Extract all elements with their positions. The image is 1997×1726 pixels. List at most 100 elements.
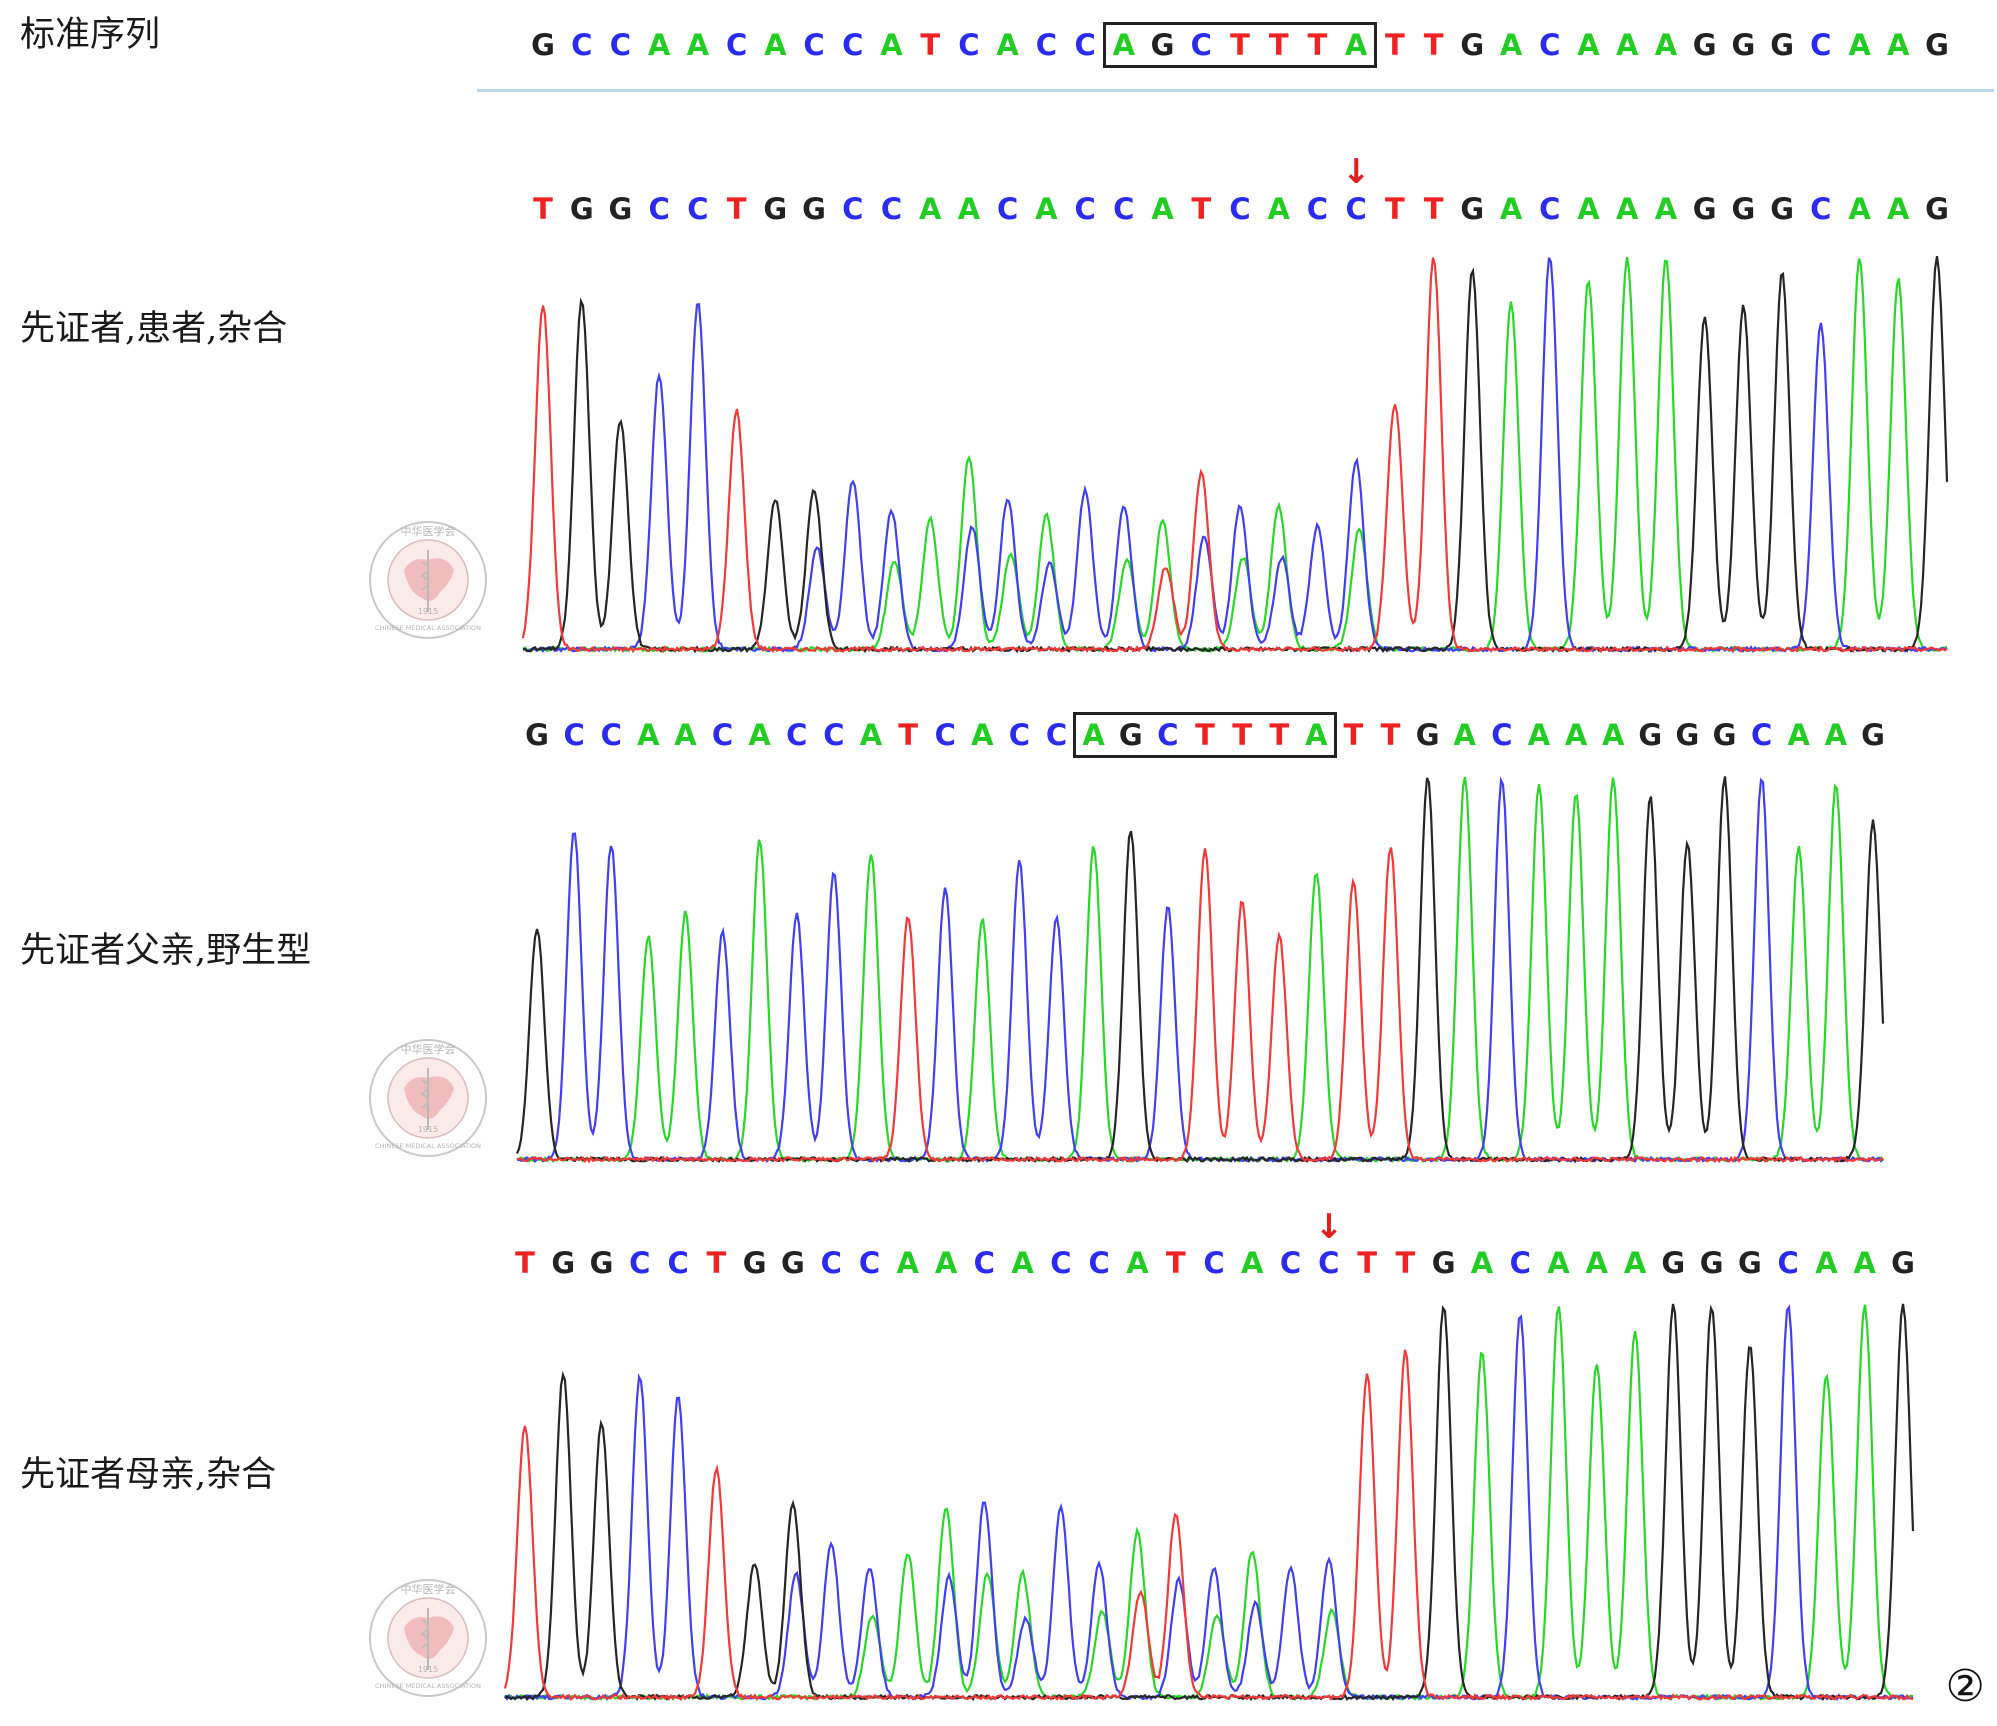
base-call: A [1848,28,1871,62]
base-call: A [1824,718,1848,752]
base-call: G [1699,1246,1724,1280]
base-call: A [1112,28,1136,62]
base-call: A [1848,192,1871,226]
base-call: G [1638,718,1663,752]
svg-text:中华医学会: 中华医学会 [401,1582,456,1596]
base-call: C [1190,28,1212,62]
base-call: G [551,1246,576,1280]
base-call: C [1279,1246,1302,1280]
base-call: A [1344,28,1368,62]
base-call: G [1770,28,1795,62]
base-call: A [1887,192,1910,226]
base-call: C [629,1246,651,1280]
base-call: A [896,1246,919,1280]
base-call: C [1074,192,1096,226]
trace-line-T [521,257,1948,654]
base-call: T [1423,192,1444,226]
base-call: A [1011,1246,1034,1280]
base-call: A [1654,28,1678,62]
base-call: T [1232,718,1253,752]
base-call: G [1460,192,1485,226]
base-call: C [1203,1246,1225,1280]
base-call: C [803,28,825,62]
base-call: A [1615,28,1639,62]
base-call: A [934,1246,958,1280]
base-call: C [648,192,670,226]
base-call: G [1737,1246,1762,1280]
trace-line-T [503,1349,1914,1702]
base-call: T [1384,28,1405,62]
base-call: T [1269,718,1290,752]
father-chromatogram [515,776,1885,1164]
base-call: A [1585,1246,1608,1280]
mother-label: 先证者母亲,杂合 [20,1455,277,1495]
base-call: A [880,28,903,62]
base-call: C [997,192,1019,226]
base-call: A [996,28,1019,62]
base-call: C [1491,718,1513,752]
base-call: A [1815,1246,1838,1280]
base-call: G [1770,192,1795,226]
base-call: C [842,192,864,226]
mutation-arrow-mother: ↓ [1314,1207,1344,1247]
base-call: C [667,1246,689,1280]
base-call: C [609,28,632,62]
base-call: A [1853,1246,1876,1280]
base-call: G [608,192,633,226]
trace-line-G [504,1303,1915,1702]
base-call: C [823,718,845,752]
base-call: G [531,28,555,62]
base-call: T [898,718,919,752]
base-call: C [1045,718,1068,752]
base-call: G [525,718,549,752]
base-call: A [748,718,771,752]
base-call: G [1925,192,1949,226]
base-call: C [1157,718,1179,752]
base-call: G [1925,28,1949,62]
base-call: G [1661,1246,1686,1280]
base-call: T [1395,1246,1416,1280]
proband-chromatogram [521,256,1949,654]
base-call: G [802,192,826,226]
base-call: A [1623,1246,1647,1280]
base-call: C [842,28,864,62]
base-call: A [686,28,710,62]
base-call: C [711,718,734,752]
base-call: C [820,1246,842,1280]
base-call: A [1035,192,1058,226]
svg-text:CHINESE MEDICAL ASSOCIATION: CHINESE MEDICAL ASSOCIATION [375,1682,481,1690]
base-call: C [973,1246,995,1280]
base-call: A [1267,192,1290,226]
base-call: G [1692,192,1717,226]
base-call: C [1539,28,1561,62]
base-call: G [1891,1246,1915,1280]
base-call: C [1751,718,1773,752]
base-call: T [1380,718,1401,752]
base-call: G [1692,28,1717,62]
base-call: C [1810,28,1832,62]
deletion-box [1102,22,1378,68]
cma-seal-icon: 中华医学会 1915 CHINESE MEDICAL ASSOCIATION [369,521,487,639]
base-call: A [1547,1246,1570,1280]
base-call: C [563,718,585,752]
base-call: G [763,192,788,226]
mutation-arrow-proband: ↓ [1341,152,1371,192]
proband-label: 先证者,患者,杂合 [20,309,288,349]
base-call: A [1499,192,1523,226]
base-call: C [725,28,748,62]
base-call: A [1470,1246,1494,1280]
base-call: C [1509,1246,1531,1280]
base-call: G [1675,718,1700,752]
base-call: T [726,192,747,226]
base-call: C [1810,192,1832,226]
trace-line-C [522,257,1948,654]
base-call: G [1712,718,1737,752]
trace-line-C [516,776,1884,1164]
base-call: C [1345,192,1367,226]
base-call: G [742,1246,767,1280]
base-call: C [1050,1246,1072,1280]
base-call: G [1861,718,1885,752]
